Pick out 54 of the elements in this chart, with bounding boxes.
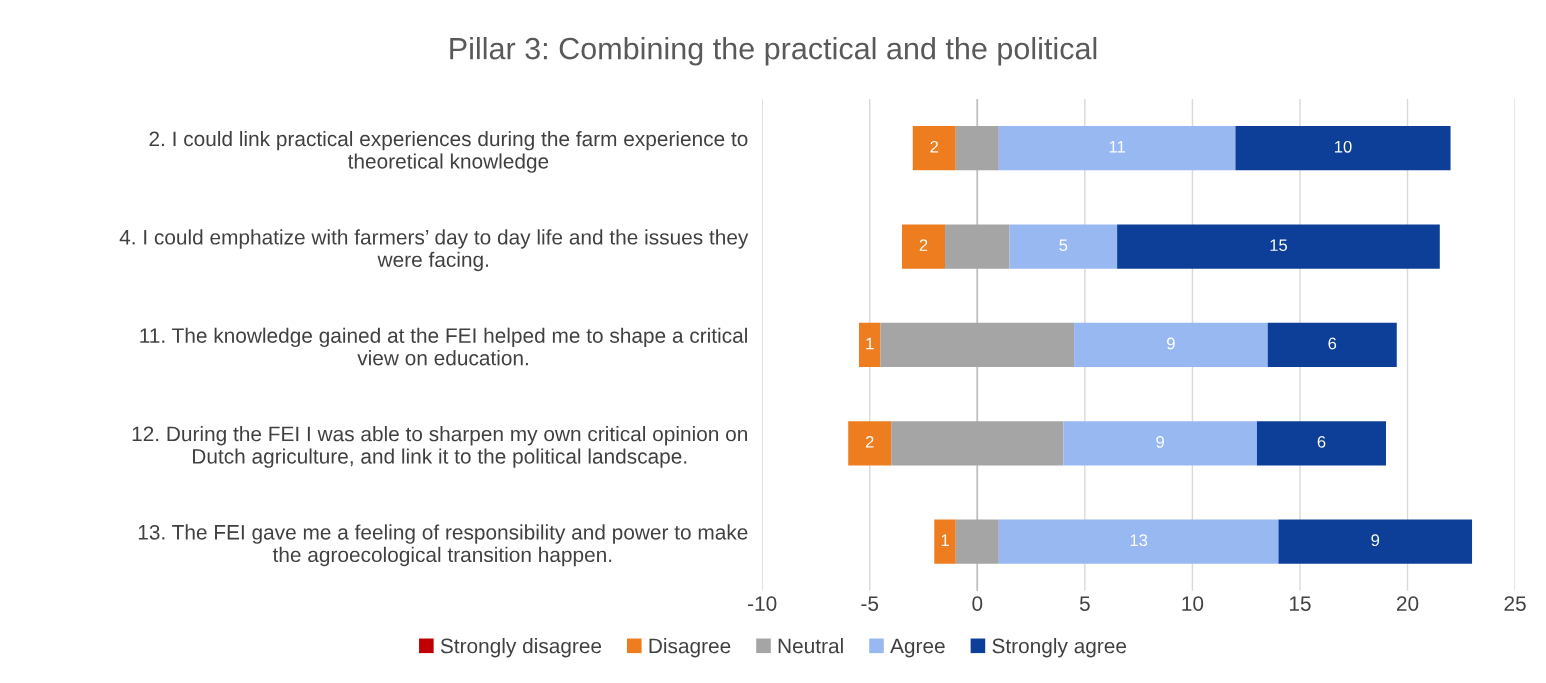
data-label: 10 (1334, 140, 1352, 153)
data-label: 15 (1270, 239, 1288, 252)
data-label: 11 (1109, 141, 1125, 153)
legend-label: Strongly disagree (440, 638, 602, 658)
bar (848, 421, 892, 466)
legend-label: Disagree (649, 638, 731, 658)
y-tick-label: 12. During the FEI I was able to sharpen my own critical opinion on Dutch agriculture, and link it to the political landscape. (132, 426, 747, 468)
x-tick-label: -10 (748, 596, 777, 611)
x-tick-label: 5 (1079, 596, 1090, 611)
x-tick-label: -5 (861, 596, 879, 611)
chart-title: Pillar 3: Combining the practical and the political (450, 36, 1097, 66)
bar (945, 224, 1010, 269)
bar (1256, 421, 1387, 466)
legend-label: Agree (890, 638, 945, 658)
data-label: 2 (865, 435, 874, 448)
data-label: 2 (919, 239, 928, 251)
bar (1267, 322, 1397, 368)
bar (1278, 519, 1473, 564)
y-tick-label: 2. I could link practical experiences during the farm experience to theoretical knowledge (149, 130, 748, 173)
bar (891, 421, 1064, 466)
bar (858, 322, 881, 368)
x-tick-label: 25 (1504, 596, 1526, 611)
data-label: 9 (1156, 435, 1164, 448)
x-tick-label: 0 (972, 596, 983, 611)
data-label: 5 (1059, 239, 1068, 252)
bar (998, 126, 1236, 171)
data-label: 1 (866, 337, 874, 350)
bar (955, 519, 999, 564)
bar (934, 519, 956, 564)
bar (880, 322, 1075, 368)
data-label: 1 (941, 534, 949, 546)
bar (902, 224, 946, 269)
bar (1117, 224, 1440, 269)
bar (1074, 322, 1268, 368)
y-tick-label: 11. The knowledge gained at the FEI helped me to shape a critical view on education. (140, 327, 747, 366)
bar (1235, 126, 1451, 171)
y-tick-label: 4. I could emphatize with farmers’ day to day life and the issues they were facing. (119, 229, 749, 272)
legend-label: Neutral (778, 638, 843, 654)
x-tick-label: 10 (1182, 596, 1204, 611)
bar (912, 126, 956, 171)
bar (955, 126, 999, 171)
data-label: 9 (1167, 337, 1175, 350)
legend-label: Strongly agree (992, 638, 1127, 658)
bar (998, 519, 1279, 564)
data-label: 6 (1328, 337, 1337, 350)
data-label: 2 (930, 140, 939, 153)
bar (1009, 224, 1118, 269)
y-tick-label: 13. The FEI gave me a feeling of responsibility and power to make the agroecological transition happen. (138, 524, 748, 567)
x-tick-label: 15 (1289, 596, 1311, 611)
bar (1063, 421, 1257, 466)
data-label: 13 (1130, 534, 1148, 547)
x-tick-label: 20 (1396, 596, 1419, 611)
data-label: 9 (1371, 534, 1380, 547)
data-label: 6 (1317, 435, 1326, 448)
